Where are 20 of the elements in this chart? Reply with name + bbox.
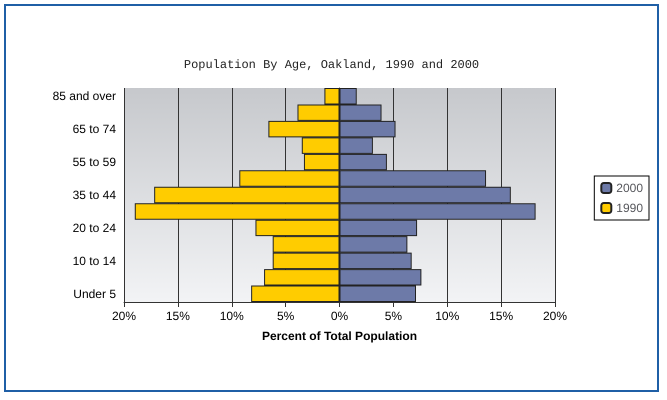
x-tick-label: 5% xyxy=(276,309,295,323)
x-tick-label: 5% xyxy=(384,309,402,323)
x-tick-label: 10% xyxy=(220,309,244,323)
legend-label: 2000 xyxy=(616,181,644,195)
y-tick-label: 55 to 59 xyxy=(72,155,116,170)
y-tick-label: 35 to 44 xyxy=(72,188,116,202)
x-tick-label: 20% xyxy=(542,309,568,323)
legend-label: 1990 xyxy=(616,201,644,215)
y-tick-label: 10 to 14 xyxy=(72,254,116,268)
x-tick-label: 15% xyxy=(489,309,514,323)
chart-title: Population By Age, Oakland, 1990 and 2000 xyxy=(184,58,480,72)
y-tick-label: 65 to 74 xyxy=(72,122,116,136)
x-axis-title: Percent of Total Population xyxy=(262,329,418,343)
y-tick-label: Under 5 xyxy=(73,286,116,301)
x-tick-label: 0% xyxy=(330,309,348,323)
x-tick-label: 10% xyxy=(435,309,460,323)
y-tick-label: 20 to 24 xyxy=(72,220,116,235)
y-tick-label: 85 and over xyxy=(52,89,116,104)
x-tick-label: 20% xyxy=(112,309,136,323)
x-tick-label: 15% xyxy=(166,309,190,323)
